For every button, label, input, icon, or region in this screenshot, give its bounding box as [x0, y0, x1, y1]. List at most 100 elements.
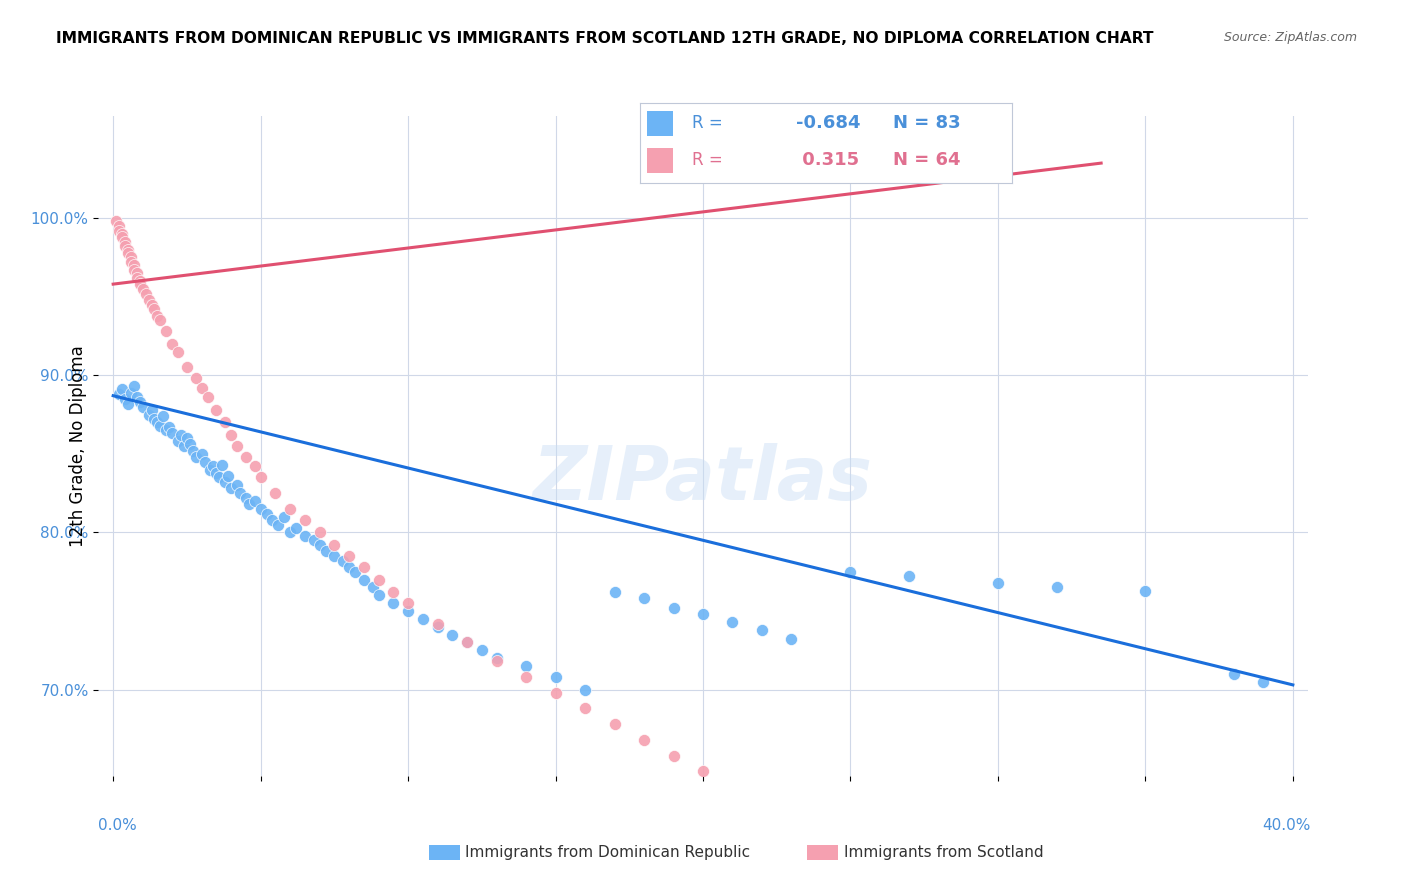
Point — [243, 494, 266, 508]
Point — [138, 293, 160, 307]
Text: R =: R = — [692, 152, 723, 169]
Point — [181, 443, 204, 458]
Text: Source: ZipAtlas.com: Source: ZipAtlas.com — [1223, 31, 1357, 45]
Point — [117, 245, 139, 260]
Point — [574, 682, 596, 697]
Point — [898, 868, 921, 882]
Point — [256, 507, 278, 521]
Point — [1046, 581, 1069, 595]
Bar — [647, 147, 673, 173]
Point — [202, 459, 225, 474]
Text: Immigrants from Dominican Republic: Immigrants from Dominican Republic — [465, 845, 751, 860]
Point — [633, 732, 655, 747]
Point — [205, 402, 228, 417]
Point — [141, 297, 163, 311]
Point — [125, 390, 148, 404]
Point — [173, 439, 195, 453]
Point — [662, 600, 685, 615]
Point — [332, 554, 354, 568]
Point — [285, 521, 308, 535]
Point — [143, 412, 166, 426]
Point — [149, 313, 172, 327]
Point — [170, 428, 193, 442]
Point — [574, 701, 596, 715]
Point — [125, 270, 148, 285]
Point — [122, 263, 145, 277]
Point — [226, 478, 249, 492]
Point — [361, 581, 384, 595]
Point — [235, 491, 257, 505]
Point — [603, 585, 626, 599]
Point — [226, 439, 249, 453]
Text: IMMIGRANTS FROM DOMINICAN REPUBLIC VS IMMIGRANTS FROM SCOTLAND 12TH GRADE, NO DI: IMMIGRANTS FROM DOMINICAN REPUBLIC VS IM… — [56, 31, 1154, 46]
Point — [160, 426, 183, 441]
Point — [633, 591, 655, 606]
Point — [441, 627, 464, 641]
Point — [780, 812, 803, 826]
Point — [382, 596, 405, 610]
Point — [184, 450, 207, 464]
Y-axis label: 12th Grade, No Diploma: 12th Grade, No Diploma — [69, 345, 87, 547]
Point — [108, 219, 131, 233]
Point — [515, 670, 537, 684]
Point — [122, 258, 145, 272]
Point — [294, 528, 316, 542]
Point — [117, 396, 139, 410]
Point — [114, 235, 136, 249]
Point — [323, 538, 346, 552]
Point — [214, 416, 236, 430]
Text: 0.315: 0.315 — [796, 152, 859, 169]
Text: Immigrants from Scotland: Immigrants from Scotland — [844, 845, 1043, 860]
Point — [839, 565, 862, 579]
Point — [111, 383, 134, 397]
Bar — [647, 111, 673, 136]
Point — [396, 596, 419, 610]
Point — [367, 573, 389, 587]
Point — [308, 538, 330, 552]
Point — [146, 309, 169, 323]
Point — [205, 466, 228, 480]
Point — [238, 497, 260, 511]
Point — [396, 604, 419, 618]
Point — [108, 387, 131, 401]
Point — [323, 549, 346, 563]
Point — [426, 620, 449, 634]
Point — [111, 227, 134, 241]
Point — [141, 402, 163, 417]
Point — [190, 381, 212, 395]
Point — [367, 588, 389, 602]
Point — [167, 434, 190, 449]
Point — [152, 409, 174, 424]
Point — [157, 420, 180, 434]
Point — [111, 230, 134, 244]
Point — [190, 447, 212, 461]
Text: -0.684: -0.684 — [796, 114, 860, 132]
Point — [1223, 666, 1246, 681]
Point — [353, 560, 375, 574]
Point — [176, 431, 198, 445]
Point — [179, 437, 201, 451]
Point — [898, 569, 921, 583]
Point — [217, 468, 239, 483]
Point — [108, 224, 131, 238]
Point — [211, 458, 233, 472]
Point — [122, 379, 145, 393]
Point — [105, 214, 128, 228]
Point — [515, 659, 537, 673]
Point — [456, 635, 478, 649]
Point — [128, 277, 150, 292]
Point — [278, 501, 301, 516]
Point — [243, 459, 266, 474]
Point — [382, 585, 405, 599]
Point — [780, 632, 803, 647]
Point — [214, 475, 236, 490]
Text: N = 64: N = 64 — [893, 152, 960, 169]
Point — [264, 486, 287, 500]
Point — [302, 533, 325, 548]
Text: 0.0%: 0.0% — [98, 818, 138, 832]
Text: N = 83: N = 83 — [893, 114, 960, 132]
Text: 40.0%: 40.0% — [1263, 818, 1310, 832]
Point — [155, 423, 177, 437]
Point — [343, 565, 366, 579]
Point — [135, 286, 157, 301]
